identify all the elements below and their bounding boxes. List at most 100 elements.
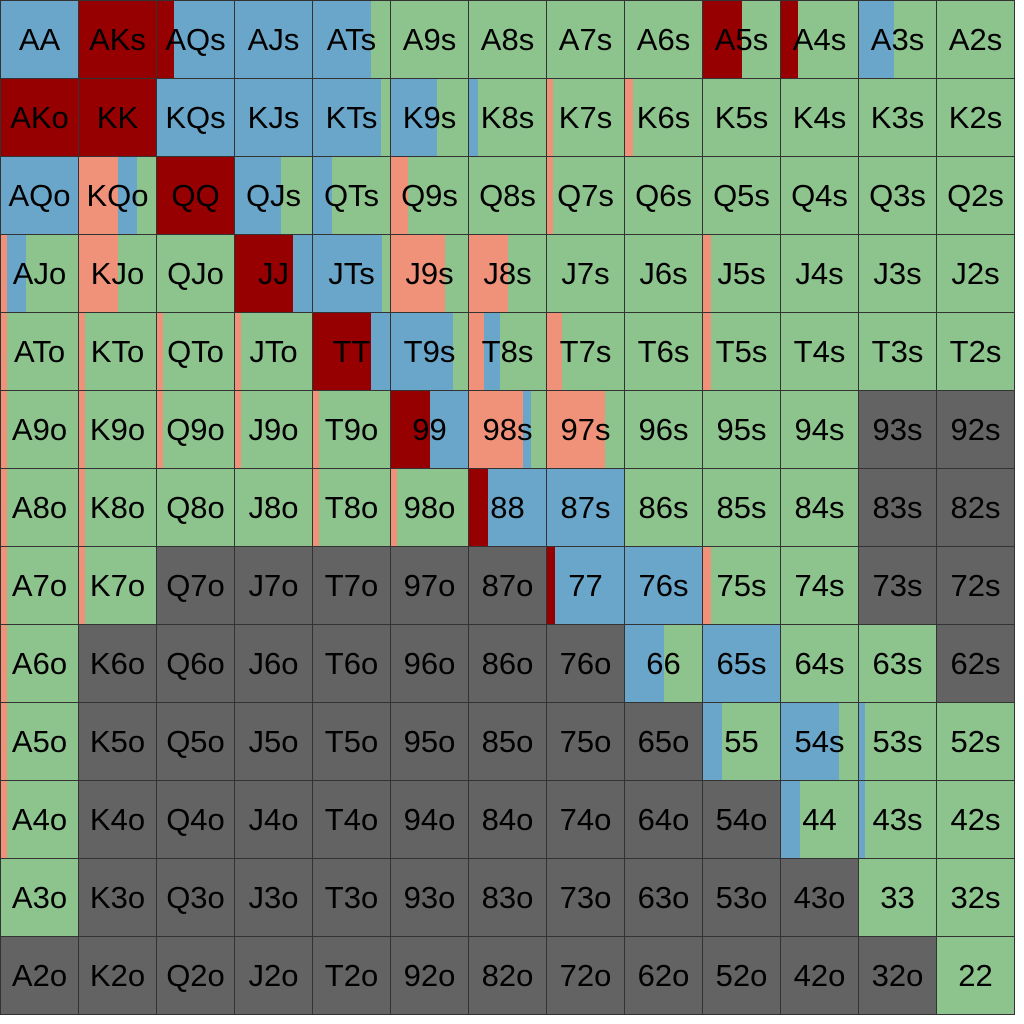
hand-cell-55[interactable]: 55 bbox=[703, 703, 780, 780]
hand-cell-95s[interactable]: 95s bbox=[703, 391, 780, 468]
hand-cell-74s[interactable]: 74s bbox=[781, 547, 858, 624]
hand-cell-QJs[interactable]: QJs bbox=[235, 157, 312, 234]
hand-cell-KJo[interactable]: KJo bbox=[79, 235, 156, 312]
hand-cell-K9o[interactable]: K9o bbox=[79, 391, 156, 468]
hand-cell-T7o[interactable]: T7o bbox=[313, 547, 390, 624]
hand-cell-77[interactable]: 77 bbox=[547, 547, 624, 624]
hand-cell-62o[interactable]: 62o bbox=[625, 937, 702, 1014]
hand-cell-76o[interactable]: 76o bbox=[547, 625, 624, 702]
hand-cell-K7s[interactable]: K7s bbox=[547, 79, 624, 156]
hand-cell-T8o[interactable]: T8o bbox=[313, 469, 390, 546]
hand-cell-A6o[interactable]: A6o bbox=[1, 625, 78, 702]
hand-cell-AQo[interactable]: AQo bbox=[1, 157, 78, 234]
hand-cell-53s[interactable]: 53s bbox=[859, 703, 936, 780]
hand-cell-J7s[interactable]: J7s bbox=[547, 235, 624, 312]
hand-cell-93s[interactable]: 93s bbox=[859, 391, 936, 468]
hand-cell-KQo[interactable]: KQo bbox=[79, 157, 156, 234]
hand-cell-84s[interactable]: 84s bbox=[781, 469, 858, 546]
hand-cell-QQ[interactable]: QQ bbox=[157, 157, 234, 234]
hand-cell-J9s[interactable]: J9s bbox=[391, 235, 468, 312]
hand-cell-Q9s[interactable]: Q9s bbox=[391, 157, 468, 234]
hand-cell-KTo[interactable]: KTo bbox=[79, 313, 156, 390]
hand-cell-T5s[interactable]: T5s bbox=[703, 313, 780, 390]
hand-cell-92o[interactable]: 92o bbox=[391, 937, 468, 1014]
hand-cell-99[interactable]: 99 bbox=[391, 391, 468, 468]
hand-cell-TT[interactable]: TT bbox=[313, 313, 390, 390]
hand-cell-AA[interactable]: AA bbox=[1, 1, 78, 78]
hand-cell-T3s[interactable]: T3s bbox=[859, 313, 936, 390]
hand-cell-93o[interactable]: 93o bbox=[391, 859, 468, 936]
hand-cell-A3o[interactable]: A3o bbox=[1, 859, 78, 936]
hand-cell-43o[interactable]: 43o bbox=[781, 859, 858, 936]
hand-cell-AKs[interactable]: AKs bbox=[79, 1, 156, 78]
hand-cell-JTo[interactable]: JTo bbox=[235, 313, 312, 390]
hand-cell-A8s[interactable]: A8s bbox=[469, 1, 546, 78]
hand-cell-97s[interactable]: 97s bbox=[547, 391, 624, 468]
hand-cell-65o[interactable]: 65o bbox=[625, 703, 702, 780]
hand-cell-KTs[interactable]: KTs bbox=[313, 79, 390, 156]
hand-cell-T4o[interactable]: T4o bbox=[313, 781, 390, 858]
hand-cell-86o[interactable]: 86o bbox=[469, 625, 546, 702]
hand-cell-K4s[interactable]: K4s bbox=[781, 79, 858, 156]
hand-cell-A9s[interactable]: A9s bbox=[391, 1, 468, 78]
hand-cell-A6s[interactable]: A6s bbox=[625, 1, 702, 78]
hand-cell-A2s[interactable]: A2s bbox=[937, 1, 1014, 78]
hand-cell-QTs[interactable]: QTs bbox=[313, 157, 390, 234]
hand-cell-JTs[interactable]: JTs bbox=[313, 235, 390, 312]
hand-cell-T7s[interactable]: T7s bbox=[547, 313, 624, 390]
hand-cell-98o[interactable]: 98o bbox=[391, 469, 468, 546]
hand-cell-K5o[interactable]: K5o bbox=[79, 703, 156, 780]
hand-cell-K5s[interactable]: K5s bbox=[703, 79, 780, 156]
hand-cell-K8s[interactable]: K8s bbox=[469, 79, 546, 156]
hand-cell-Q3o[interactable]: Q3o bbox=[157, 859, 234, 936]
hand-cell-87s[interactable]: 87s bbox=[547, 469, 624, 546]
hand-cell-J3o[interactable]: J3o bbox=[235, 859, 312, 936]
hand-cell-Q6o[interactable]: Q6o bbox=[157, 625, 234, 702]
hand-cell-Q4o[interactable]: Q4o bbox=[157, 781, 234, 858]
hand-cell-AKo[interactable]: AKo bbox=[1, 79, 78, 156]
hand-cell-T6o[interactable]: T6o bbox=[313, 625, 390, 702]
hand-cell-A5o[interactable]: A5o bbox=[1, 703, 78, 780]
hand-cell-22[interactable]: 22 bbox=[937, 937, 1014, 1014]
hand-cell-K8o[interactable]: K8o bbox=[79, 469, 156, 546]
hand-cell-J4s[interactable]: J4s bbox=[781, 235, 858, 312]
hand-cell-75o[interactable]: 75o bbox=[547, 703, 624, 780]
hand-cell-83o[interactable]: 83o bbox=[469, 859, 546, 936]
hand-cell-32s[interactable]: 32s bbox=[937, 859, 1014, 936]
hand-cell-Q3s[interactable]: Q3s bbox=[859, 157, 936, 234]
hand-cell-A4o[interactable]: A4o bbox=[1, 781, 78, 858]
hand-cell-J4o[interactable]: J4o bbox=[235, 781, 312, 858]
hand-cell-64o[interactable]: 64o bbox=[625, 781, 702, 858]
hand-cell-A2o[interactable]: A2o bbox=[1, 937, 78, 1014]
hand-cell-J2o[interactable]: J2o bbox=[235, 937, 312, 1014]
hand-cell-94o[interactable]: 94o bbox=[391, 781, 468, 858]
hand-cell-T9s[interactable]: T9s bbox=[391, 313, 468, 390]
hand-cell-42o[interactable]: 42o bbox=[781, 937, 858, 1014]
hand-cell-85s[interactable]: 85s bbox=[703, 469, 780, 546]
hand-cell-72s[interactable]: 72s bbox=[937, 547, 1014, 624]
hand-cell-88[interactable]: 88 bbox=[469, 469, 546, 546]
hand-cell-K2s[interactable]: K2s bbox=[937, 79, 1014, 156]
hand-cell-AJs[interactable]: AJs bbox=[235, 1, 312, 78]
hand-cell-98s[interactable]: 98s bbox=[469, 391, 546, 468]
hand-cell-63s[interactable]: 63s bbox=[859, 625, 936, 702]
hand-cell-T9o[interactable]: T9o bbox=[313, 391, 390, 468]
hand-cell-42s[interactable]: 42s bbox=[937, 781, 1014, 858]
hand-cell-K2o[interactable]: K2o bbox=[79, 937, 156, 1014]
hand-cell-76s[interactable]: 76s bbox=[625, 547, 702, 624]
hand-cell-KK[interactable]: KK bbox=[79, 79, 156, 156]
hand-cell-KJs[interactable]: KJs bbox=[235, 79, 312, 156]
hand-cell-K4o[interactable]: K4o bbox=[79, 781, 156, 858]
hand-cell-44[interactable]: 44 bbox=[781, 781, 858, 858]
hand-cell-J8s[interactable]: J8s bbox=[469, 235, 546, 312]
hand-cell-43s[interactable]: 43s bbox=[859, 781, 936, 858]
hand-cell-J8o[interactable]: J8o bbox=[235, 469, 312, 546]
hand-cell-Q2o[interactable]: Q2o bbox=[157, 937, 234, 1014]
hand-cell-K7o[interactable]: K7o bbox=[79, 547, 156, 624]
hand-cell-J6o[interactable]: J6o bbox=[235, 625, 312, 702]
hand-cell-QJo[interactable]: QJo bbox=[157, 235, 234, 312]
hand-cell-65s[interactable]: 65s bbox=[703, 625, 780, 702]
hand-cell-Q8o[interactable]: Q8o bbox=[157, 469, 234, 546]
hand-cell-54s[interactable]: 54s bbox=[781, 703, 858, 780]
hand-cell-K6o[interactable]: K6o bbox=[79, 625, 156, 702]
